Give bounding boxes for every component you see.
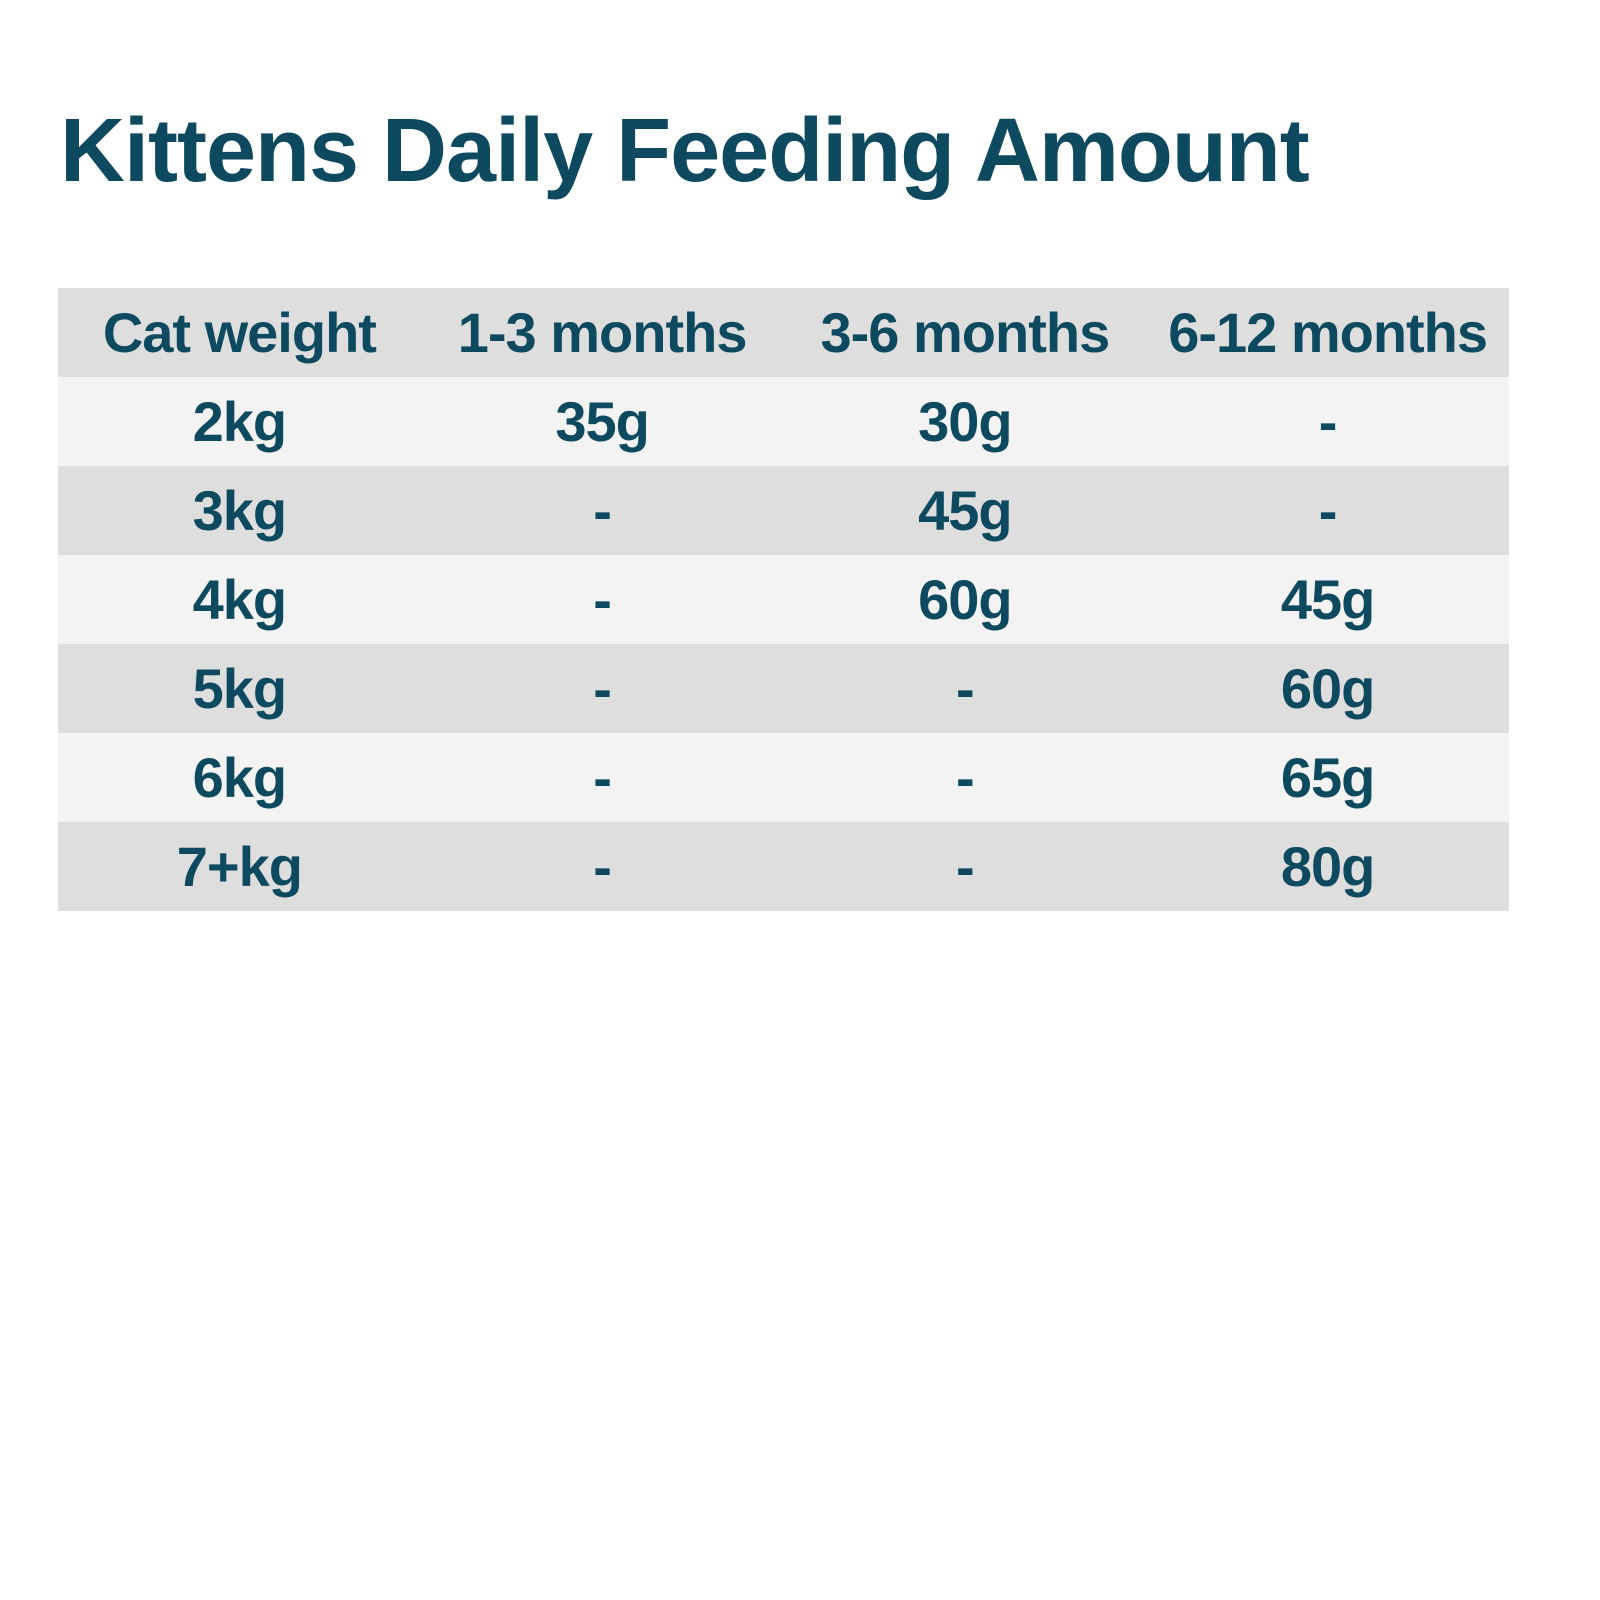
- cell-weight: 6kg: [192, 746, 287, 809]
- cell-amount: -: [1318, 390, 1338, 453]
- table-row: 7+kg - - 80g: [58, 822, 1509, 911]
- table-row: 3kg - 45g -: [58, 466, 1509, 555]
- cell-amount: -: [593, 746, 612, 809]
- table-header-row: Cat weight 1-3 months 3-6 months 6-12 mo…: [58, 288, 1509, 377]
- cell-amount: 80g: [1280, 835, 1375, 898]
- header-cat-weight: Cat weight: [102, 301, 377, 364]
- table-row: 4kg - 60g 45g: [58, 555, 1509, 644]
- cell-weight: 3kg: [192, 479, 287, 542]
- cell-weight: 5kg: [192, 657, 287, 720]
- cell-weight: 4kg: [192, 568, 287, 631]
- cell-amount: -: [593, 568, 612, 631]
- cell-amount: 60g: [918, 568, 1012, 631]
- cell-weight: 2kg: [192, 390, 287, 453]
- cell-amount: -: [956, 835, 975, 898]
- cell-amount: -: [593, 835, 612, 898]
- table-row: 5kg - - 60g: [58, 644, 1509, 733]
- cell-amount: -: [956, 657, 975, 720]
- header-1-3-months: 1-3 months: [457, 301, 748, 364]
- cell-weight: 7+kg: [176, 835, 303, 898]
- page-title: Kittens Daily Feeding Amount: [60, 101, 1310, 201]
- cell-amount: 45g: [1280, 568, 1375, 631]
- cell-amount: -: [593, 479, 612, 542]
- cell-amount: 35g: [555, 390, 649, 453]
- cell-amount: 45g: [918, 479, 1012, 542]
- cell-amount: 60g: [1280, 657, 1375, 720]
- header-3-6-months: 3-6 months: [820, 301, 1111, 364]
- cell-amount: -: [593, 657, 612, 720]
- table-row: 6kg - - 65g: [58, 733, 1509, 822]
- table-row: 2kg 35g 30g -: [58, 377, 1509, 466]
- cell-amount: -: [956, 746, 975, 809]
- cell-amount: 30g: [918, 390, 1012, 453]
- cell-amount: -: [1318, 479, 1338, 542]
- feeding-table: Cat weight 1-3 months 3-6 months 6-12 mo…: [58, 288, 1509, 911]
- cell-amount: 65g: [1280, 746, 1375, 809]
- header-6-12-months: 6-12 months: [1168, 301, 1488, 364]
